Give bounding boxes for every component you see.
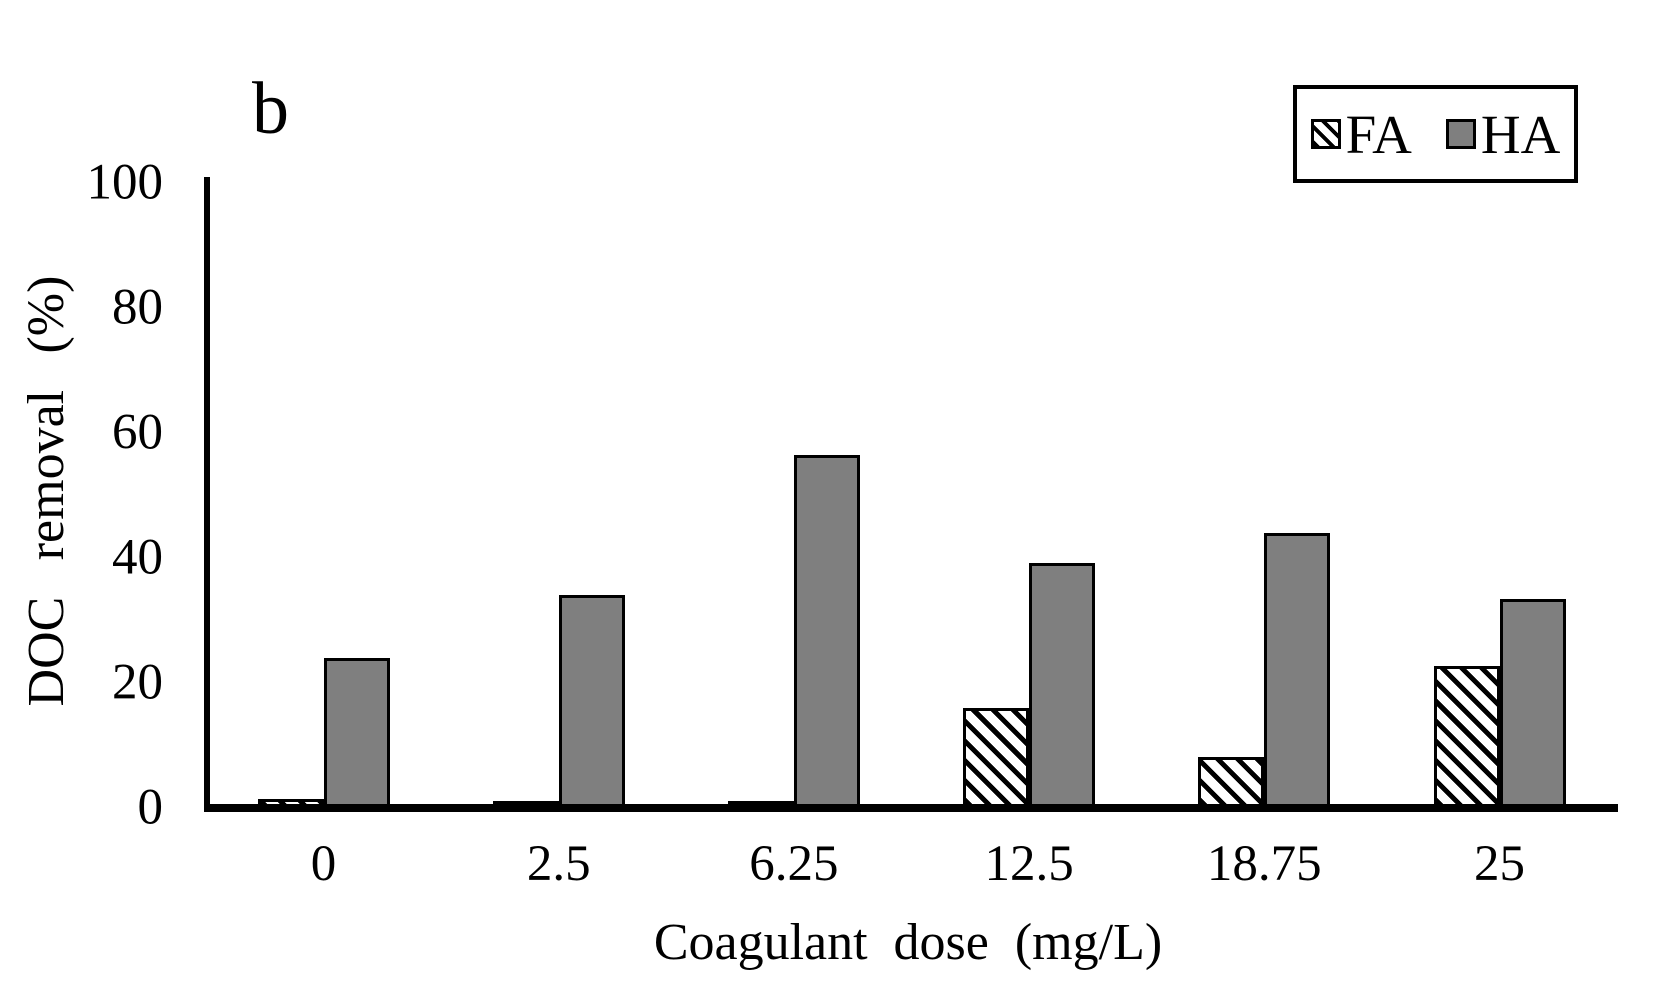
- y-tick-label: 80: [112, 279, 163, 336]
- y-tick-label: 20: [112, 654, 163, 711]
- bar-fa-18.75: [1198, 757, 1265, 808]
- x-tick-label: 2.5: [526, 836, 591, 892]
- x-axis-line: [204, 804, 1618, 812]
- bar-ha-6.25: [793, 455, 860, 808]
- legend-label-ha: HA: [1480, 103, 1561, 165]
- legend: FA HA: [1293, 85, 1578, 183]
- x-tick-label: 6.25: [749, 836, 839, 892]
- bar-ha-18.75: [1264, 533, 1331, 808]
- x-tick-label: 12.5: [984, 836, 1074, 892]
- legend-item-ha: HA: [1445, 103, 1561, 165]
- y-axis-line: [204, 177, 210, 811]
- legend-item-fa: FA: [1310, 103, 1412, 165]
- bar-ha-12.5: [1029, 563, 1096, 808]
- x-tick-label: 25: [1474, 836, 1525, 892]
- y-tick-label: 100: [86, 154, 164, 211]
- y-tick-label: 60: [112, 404, 163, 461]
- x-tick-label: 0: [310, 836, 337, 892]
- x-tick-label: 18.75: [1206, 836, 1322, 892]
- x-axis-title: Coagulant dose (mg/L): [653, 914, 1163, 971]
- bar-ha-25: [1499, 599, 1566, 808]
- bar-ha-0: [323, 658, 390, 808]
- bar-ha-2.5: [558, 595, 625, 808]
- bar-fa-25: [1433, 666, 1500, 808]
- y-tick-label: 0: [137, 779, 164, 836]
- legend-label-fa: FA: [1345, 103, 1412, 165]
- bar-fa-12.5: [963, 708, 1030, 808]
- y-tick-label: 40: [112, 529, 163, 586]
- ha-gray-swatch-icon: [1445, 119, 1476, 149]
- panel-label: b: [252, 68, 289, 150]
- fa-hatch-swatch-icon: [1310, 119, 1341, 149]
